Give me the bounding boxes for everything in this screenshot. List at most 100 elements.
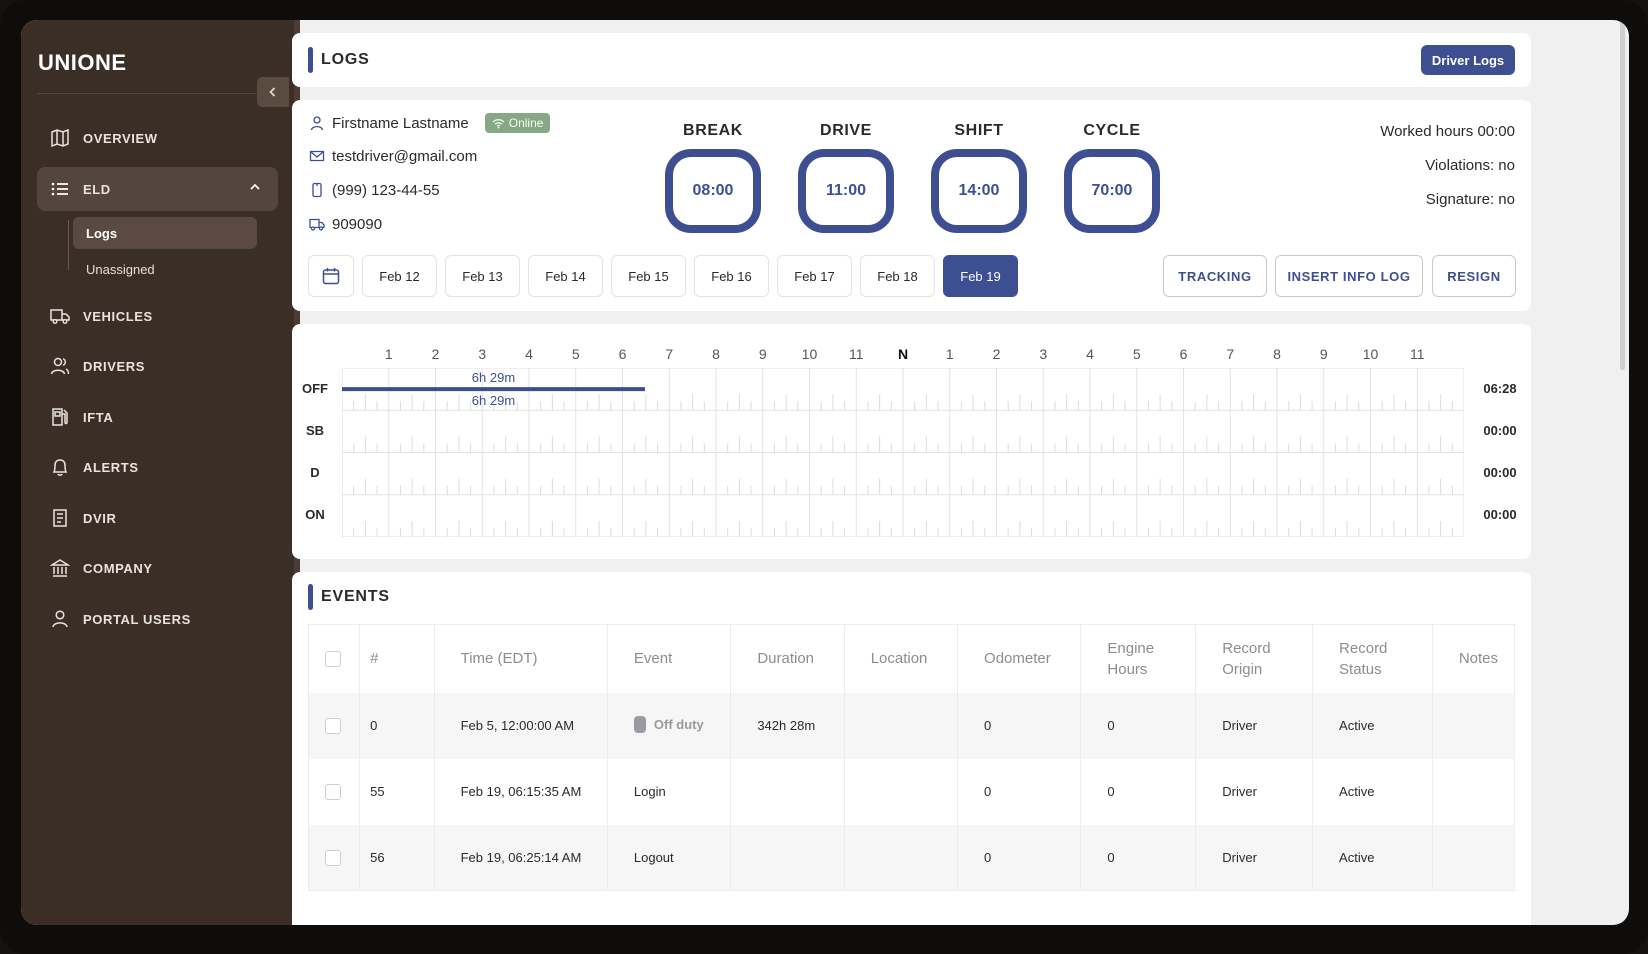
calendar-button[interactable]	[308, 255, 354, 297]
graph-hour-label: 6	[1179, 346, 1188, 362]
sidebar-subitem-unassigned[interactable]: Unassigned	[86, 261, 155, 277]
column-header[interactable]: Event	[607, 624, 732, 693]
fuel-icon	[49, 406, 71, 428]
chevron-left-icon	[269, 87, 276, 97]
sidebar-item-dvir[interactable]: DVIR	[37, 496, 278, 540]
tracking-button[interactable]: TRACKING	[1163, 255, 1267, 297]
driver-logs-button[interactable]: Driver Logs	[1421, 45, 1515, 75]
row-total-sb: 00:00	[1483, 423, 1517, 438]
column-header[interactable]: #	[359, 624, 435, 693]
cell-event: Logout	[607, 824, 732, 891]
cell-status: Active	[1312, 824, 1433, 891]
column-header[interactable]: Notes	[1458, 650, 1498, 668]
cell-location	[844, 758, 959, 825]
segment-duration-label: 6h 29m	[471, 393, 516, 409]
events-table: # Time (EDT) Event Duration Location Odo…	[308, 624, 1515, 891]
sidebar-item-eld[interactable]: ELD	[37, 167, 278, 211]
title-accent-bar	[308, 584, 313, 610]
table-header-row: # Time (EDT) Event Duration Location Odo…	[308, 624, 1515, 693]
row-checkbox[interactable]	[325, 783, 341, 800]
row-total-off: 06:28	[1483, 381, 1517, 396]
column-header[interactable]: Record Status	[1312, 624, 1433, 693]
column-header[interactable]: Record Origin	[1195, 624, 1314, 693]
timer-cycle: CYCLE 70:00	[1063, 122, 1161, 233]
date-chip[interactable]: Feb 16	[694, 255, 769, 297]
sidebar-collapse-button[interactable]	[257, 77, 289, 107]
table-row[interactable]: 56 Feb 19, 06:25:14 AM Logout 0 0 Driver…	[308, 824, 1515, 891]
driver-vehicle-row: 909090	[308, 215, 382, 233]
events-title-text: EVENTS	[321, 588, 390, 605]
date-chip[interactable]: Feb 14	[528, 255, 603, 297]
sidebar-item-ifta[interactable]: IFTA	[37, 395, 278, 439]
timer-drive: DRIVE 11:00	[797, 122, 895, 233]
date-chip[interactable]: Feb 18	[860, 255, 935, 297]
row-label-off: OFF	[302, 381, 328, 396]
column-header[interactable]: Engine Hours	[1080, 624, 1197, 693]
logo-divider	[37, 93, 277, 94]
column-header[interactable]: Odometer	[957, 624, 1082, 693]
sidebar: UNIONE OVERVIEW ELD Logs Unassigned VEHI…	[21, 20, 294, 925]
graph-hour-label: 5	[1132, 346, 1141, 362]
column-header[interactable]: Time (EDT)	[434, 624, 608, 693]
sidebar-item-label: VEHICLES	[83, 308, 153, 324]
event-status-pill: Off duty	[633, 715, 704, 733]
graph-hour-label: 9	[1319, 346, 1328, 362]
date-chip-active[interactable]: Feb 19	[943, 255, 1018, 297]
mail-icon	[308, 147, 326, 165]
driver-phone-row: (999) 123-44-55	[308, 181, 440, 199]
graph-hour-label: 7	[1226, 346, 1235, 362]
user-icon	[308, 114, 326, 132]
sidebar-item-label: IFTA	[83, 409, 114, 425]
chevron-up-icon	[250, 183, 260, 190]
date-chip[interactable]: Feb 17	[777, 255, 852, 297]
column-header[interactable]: Duration	[730, 624, 845, 693]
wifi-icon	[492, 118, 505, 128]
row-total-d: 00:00	[1483, 465, 1517, 480]
sidebar-item-label: DVIR	[83, 510, 117, 526]
column-header[interactable]: Location	[844, 624, 959, 693]
date-chip[interactable]: Feb 12	[362, 255, 437, 297]
logs-title: LOGS	[308, 47, 370, 73]
row-checkbox[interactable]	[325, 849, 341, 866]
sidebar-subitem-logs[interactable]: Logs	[73, 217, 257, 249]
cell-engine-hours: 0	[1080, 692, 1197, 759]
sidebar-item-portal-users[interactable]: PORTAL USERS	[37, 597, 278, 641]
row-checkbox[interactable]	[325, 717, 341, 734]
cell-time: Feb 19, 06:15:35 AM	[434, 758, 608, 825]
sidebar-item-vehicles[interactable]: VEHICLES	[37, 294, 278, 338]
off-duty-indicator	[633, 715, 646, 733]
cell-num: 0	[359, 692, 435, 759]
row-label-d: D	[310, 465, 320, 480]
logs-header-card: LOGS Driver Logs	[292, 33, 1531, 87]
graph-hour-label: 9	[758, 346, 767, 362]
date-chip[interactable]: Feb 15	[611, 255, 686, 297]
resign-button[interactable]: RESIGN	[1432, 255, 1516, 297]
graph-hour-label: 4	[525, 346, 533, 362]
sidebar-item-drivers[interactable]: DRIVERS	[37, 344, 278, 388]
bell-icon	[49, 456, 71, 478]
main-scrollbar[interactable]	[1620, 20, 1625, 370]
cell-duration	[730, 824, 845, 891]
row-label-on: ON	[305, 507, 325, 522]
sidebar-item-label: PORTAL USERS	[83, 611, 191, 627]
sidebar-item-label: ALERTS	[83, 459, 139, 475]
map-icon	[49, 127, 71, 149]
document-icon	[49, 507, 71, 529]
date-selector: Feb 12 Feb 13 Feb 14 Feb 15 Feb 16 Feb 1…	[308, 255, 1018, 297]
date-chip[interactable]: Feb 13	[445, 255, 520, 297]
users-icon	[49, 355, 71, 377]
table-row[interactable]: 0 Feb 5, 12:00:00 AM Off duty 342h 28m 0…	[308, 692, 1515, 759]
insert-info-log-button[interactable]: INSERT INFO LOG	[1275, 255, 1423, 297]
cell-engine-hours: 0	[1080, 758, 1197, 825]
sidebar-item-overview[interactable]: OVERVIEW	[37, 116, 278, 160]
table-row[interactable]: 55 Feb 19, 06:15:35 AM Login 0 0 Driver …	[308, 758, 1515, 825]
graph-hour-label: 4	[1086, 346, 1094, 362]
timer-value: 11:00	[798, 149, 894, 233]
status-badge: Online	[484, 113, 551, 133]
graph-hour-label: 11	[848, 346, 864, 362]
sidebar-item-alerts[interactable]: ALERTS	[37, 445, 278, 489]
select-all-checkbox[interactable]	[325, 651, 341, 668]
sidebar-item-company[interactable]: COMPANY	[37, 546, 278, 590]
graph-hour-label: 3	[1039, 346, 1048, 362]
